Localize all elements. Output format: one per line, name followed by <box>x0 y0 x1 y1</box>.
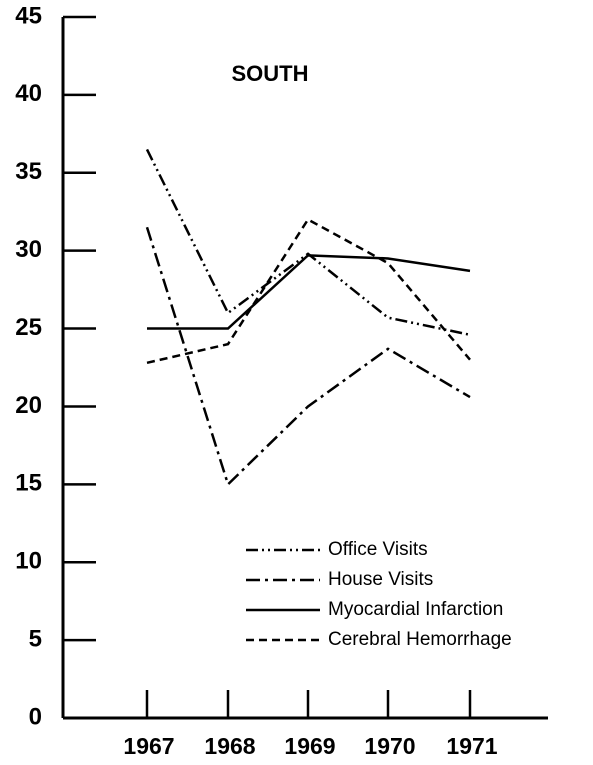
series-line <box>145 148 471 337</box>
y-tick-label: 25 <box>15 314 42 341</box>
y-tick-label: 5 <box>29 625 42 652</box>
legend-label: Myocardial Infarction <box>328 599 503 620</box>
legend-label: House Visits <box>328 569 433 590</box>
x-tick-label: 1967 <box>123 733 174 759</box>
y-tick-label: 30 <box>15 236 42 263</box>
y-tick-label: 45 <box>15 2 42 29</box>
series-line <box>147 254 471 330</box>
legend-label: Office Visits <box>328 539 428 560</box>
legend-label: Cerebral Hemorrhage <box>328 629 512 650</box>
y-tick-label: 35 <box>15 158 42 185</box>
y-tick-label: 15 <box>15 470 42 497</box>
chart-title: SOUTH <box>232 61 309 86</box>
x-tick-label: 1968 <box>204 733 255 759</box>
series-line <box>146 217 471 365</box>
x-tick-label: 1969 <box>284 733 335 759</box>
x-tick-label: 1971 <box>446 733 497 759</box>
y-tick-label: 0 <box>29 703 42 730</box>
y-tick-label: 10 <box>15 548 42 575</box>
x-tick-label: 1970 <box>364 733 415 759</box>
y-tick-label: 20 <box>15 392 42 419</box>
series-line <box>145 226 471 487</box>
y-tick-label: 40 <box>15 80 42 107</box>
